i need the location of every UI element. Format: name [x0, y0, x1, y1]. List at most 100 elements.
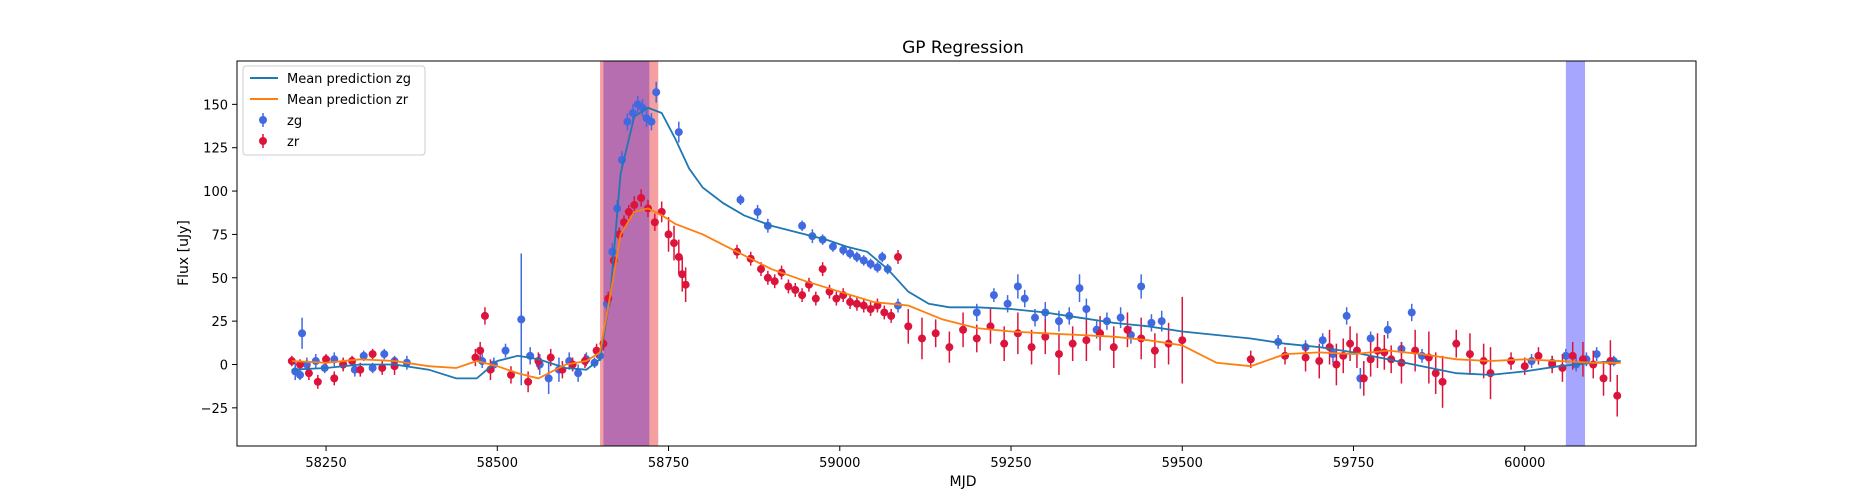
point-zg	[1003, 299, 1012, 308]
point-zr	[1613, 391, 1622, 400]
point-zr	[390, 362, 399, 371]
point-zr	[763, 273, 772, 282]
chart-title: GP Regression	[902, 38, 1024, 58]
point-zr	[945, 343, 954, 352]
shaded-region-2	[1565, 61, 1586, 446]
point-zg	[1054, 317, 1063, 326]
point-zg	[1527, 357, 1536, 366]
point-zr	[1452, 339, 1461, 348]
point-zr	[313, 377, 322, 386]
point-zr	[917, 334, 926, 343]
point-zg	[1318, 336, 1327, 345]
line-mean-prediction-zg	[291, 106, 1621, 380]
point-zr	[931, 329, 940, 338]
point-zr	[757, 265, 766, 274]
point-zg	[878, 252, 887, 261]
point-zr	[1013, 329, 1022, 338]
x-tick-label: 60000	[1504, 456, 1545, 471]
point-zg	[368, 363, 377, 372]
x-axis: 58250 58500 58750 59000 59250 59500 59750 60000	[305, 446, 1545, 471]
series-mean-prediction-zr	[291, 207, 1621, 380]
point-zg	[1020, 294, 1029, 303]
point-zg	[652, 88, 661, 97]
point-zr	[1534, 351, 1543, 360]
y-axis-label: Flux [uJy]	[176, 220, 192, 286]
point-zr	[1041, 332, 1050, 341]
point-zr	[1000, 339, 1009, 348]
point-zr	[1431, 369, 1440, 378]
y-tick-label: 50	[211, 272, 228, 287]
series-zr	[287, 189, 1622, 417]
point-zr	[678, 270, 687, 279]
point-zr	[818, 265, 827, 274]
point-zr	[859, 301, 868, 310]
point-zr	[524, 377, 533, 386]
point-zr	[1178, 336, 1187, 345]
point-zr	[1568, 351, 1577, 360]
point-zr	[904, 322, 913, 331]
point-zr	[630, 200, 639, 209]
point-zg	[1383, 325, 1392, 334]
point-zr	[1346, 339, 1355, 348]
point-zg	[674, 128, 683, 137]
point-zg	[1342, 311, 1351, 320]
point-zg	[859, 256, 868, 265]
point-zr	[1366, 355, 1375, 364]
point-zr	[791, 285, 800, 294]
point-zr	[1082, 336, 1091, 345]
point-zr	[832, 294, 841, 303]
legend-label-zr: zr	[287, 135, 300, 150]
point-zr	[894, 252, 903, 261]
point-zr	[1054, 350, 1063, 359]
point-zr	[866, 304, 875, 313]
point-zr	[368, 350, 377, 359]
point-zr	[378, 363, 387, 372]
point-zr	[650, 218, 659, 227]
point-zr	[798, 291, 807, 300]
point-zr	[1246, 355, 1255, 364]
y-tick-label: 0	[220, 358, 228, 373]
point-zg	[1157, 317, 1166, 326]
point-zg	[1030, 313, 1039, 322]
point-zr	[1315, 357, 1324, 366]
legend: Mean prediction zg Mean prediction zr zg zr	[242, 65, 426, 156]
legend-swatch-zg	[259, 116, 267, 124]
point-zr	[1486, 369, 1495, 378]
legend-box	[242, 65, 426, 156]
point-zg	[311, 357, 320, 366]
point-zr	[1380, 348, 1389, 357]
point-zr	[784, 282, 793, 291]
point-zg	[846, 249, 855, 258]
point-zr	[972, 334, 981, 343]
point-zg	[1013, 282, 1022, 291]
point-zr	[846, 298, 855, 307]
x-tick-label: 59000	[819, 456, 860, 471]
point-zr	[304, 369, 313, 378]
point-zg	[1137, 282, 1146, 291]
point-zr	[811, 294, 820, 303]
point-zg	[1366, 334, 1375, 343]
point-zg	[380, 350, 389, 359]
series-zg	[291, 81, 1618, 394]
point-zr	[476, 346, 485, 355]
y-tick-label: 25	[211, 315, 228, 330]
point-zg	[296, 370, 305, 379]
point-zg	[1561, 351, 1570, 360]
point-zr	[1359, 374, 1368, 383]
x-tick-label: 59250	[990, 456, 1031, 471]
point-zg	[350, 365, 359, 374]
point-zg	[852, 252, 861, 261]
point-zr	[1109, 343, 1118, 352]
point-zr	[880, 308, 889, 317]
point-zg	[873, 263, 882, 272]
point-zg	[623, 117, 632, 126]
point-zg	[1082, 304, 1091, 313]
point-zg	[574, 369, 583, 378]
point-zr	[986, 322, 995, 331]
legend-swatch-zr	[259, 137, 267, 145]
point-zg	[736, 195, 745, 204]
y-tick-label: −25	[201, 402, 228, 417]
x-tick-label: 58250	[305, 456, 346, 471]
point-zr	[637, 194, 646, 203]
